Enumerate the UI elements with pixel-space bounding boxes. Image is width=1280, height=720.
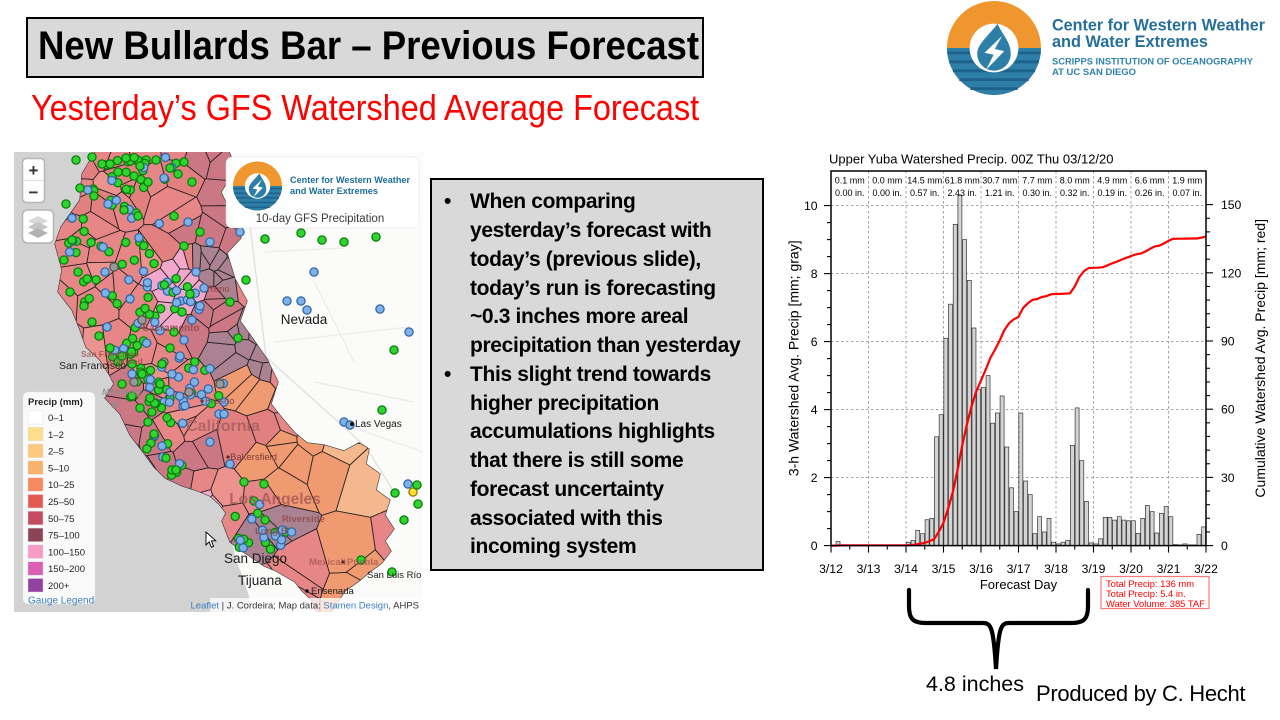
svg-text:7.7 mm: 7.7 mm	[1022, 176, 1052, 186]
svg-text:60: 60	[1221, 403, 1235, 417]
svg-text:30.7 mm: 30.7 mm	[982, 176, 1017, 186]
svg-text:0.57 in.: 0.57 in.	[910, 188, 940, 198]
svg-text:Long B: Long B	[255, 526, 288, 537]
svg-text:Nevada: Nevada	[281, 312, 328, 327]
svg-text:Reno: Reno	[207, 284, 230, 295]
svg-text:10: 10	[804, 199, 818, 213]
svg-text:0.00 in.: 0.00 in.	[835, 188, 865, 198]
svg-text:0.19 in.: 0.19 in.	[1097, 188, 1127, 198]
svg-text:3/13: 3/13	[857, 562, 881, 576]
svg-text:3/20: 3/20	[1119, 562, 1143, 576]
svg-text:1.9 mm: 1.9 mm	[1172, 176, 1202, 186]
svg-text:Forecast Day: Forecast Day	[980, 577, 1058, 592]
svg-text:6: 6	[811, 335, 818, 349]
svg-text:San Francisco: San Francisco	[59, 360, 126, 372]
svg-text:Leaflet | J. Cordeira; Map dat: Leaflet | J. Cordeira; Map data: Stamen …	[191, 601, 419, 612]
svg-text:150–200: 150–200	[48, 564, 85, 575]
svg-text:200+: 200+	[48, 581, 70, 592]
svg-text:61.8 mm: 61.8 mm	[945, 176, 980, 186]
svg-text:SCRIPPS INSTITUTION OF OCEANOG: SCRIPPS INSTITUTION OF OCEANOGRAPHY	[1052, 57, 1253, 67]
svg-text:Tijuana: Tijuana	[238, 573, 282, 588]
svg-text:0.26 in.: 0.26 in.	[1135, 188, 1165, 198]
svg-text:−: −	[29, 183, 39, 202]
svg-text:0.32 in.: 0.32 in.	[1060, 188, 1090, 198]
svg-text:75–100: 75–100	[48, 531, 80, 542]
svg-text:3/19: 3/19	[1082, 562, 1106, 576]
svg-text:0: 0	[1221, 539, 1228, 553]
svg-text:Total Precip: 5.4 in.: Total Precip: 5.4 in.	[1106, 588, 1186, 599]
svg-text:Monterey: Monterey	[102, 387, 143, 397]
svg-text:Fresno: Fresno	[205, 396, 235, 407]
svg-text:3/22: 3/22	[1194, 562, 1218, 576]
svg-text:Oakland: Oakland	[109, 356, 143, 366]
svg-text:0.1 mm: 0.1 mm	[835, 176, 865, 186]
svg-text:2.43 in.: 2.43 in.	[947, 188, 977, 198]
svg-text:2: 2	[811, 471, 818, 485]
svg-text:San Luis Río C: San Luis Río C	[367, 570, 423, 581]
svg-text:Bakersfield: Bakersfield	[230, 452, 277, 463]
svg-text:Center for Western Weather: Center for Western Weather	[290, 175, 410, 185]
svg-text:San Francisco: San Francisco	[81, 349, 139, 359]
svg-text:50–75: 50–75	[48, 514, 74, 525]
svg-text:and Water Extremes: and Water Extremes	[1052, 32, 1208, 51]
svg-text:1–2: 1–2	[48, 430, 64, 441]
svg-text:3/14: 3/14	[894, 562, 918, 576]
svg-text:Ensenada: Ensenada	[311, 586, 355, 597]
svg-text:120: 120	[1221, 266, 1242, 280]
svg-text:Los Angeles: Los Angeles	[229, 491, 321, 508]
svg-text:California: California	[186, 418, 260, 435]
svg-text:4: 4	[811, 403, 818, 417]
svg-text:6.6 mm: 6.6 mm	[1135, 176, 1165, 186]
svg-text:0: 0	[811, 539, 818, 553]
svg-text:1.21 in.: 1.21 in.	[985, 188, 1015, 198]
svg-text:100–150: 100–150	[48, 547, 85, 558]
svg-text:90: 90	[1221, 335, 1235, 349]
svg-text:0.07 in.: 0.07 in.	[1172, 188, 1202, 198]
svg-text:Mexicali: Mexicali	[309, 557, 346, 568]
svg-text:8: 8	[811, 267, 818, 281]
svg-text:0–1: 0–1	[48, 413, 64, 424]
svg-text:10-day GFS Precipitation: 10-day GFS Precipitation	[256, 213, 384, 225]
svg-text:Puebla: Puebla	[347, 557, 379, 568]
svg-text:2–5: 2–5	[48, 447, 64, 458]
svg-text:Riverside: Riverside	[282, 514, 325, 525]
svg-text:3/16: 3/16	[969, 562, 993, 576]
svg-text:10–25: 10–25	[48, 480, 74, 491]
svg-text:4.9 mm: 4.9 mm	[1097, 176, 1127, 186]
svg-text:150: 150	[1221, 198, 1242, 212]
svg-text:Sacramento: Sacramento	[142, 323, 199, 334]
svg-text:8.0 mm: 8.0 mm	[1060, 176, 1090, 186]
svg-text:3/15: 3/15	[932, 562, 956, 576]
svg-text:and Water Extremes: and Water Extremes	[290, 186, 378, 196]
svg-text:3/17: 3/17	[1007, 562, 1031, 576]
svg-text:0.0 mm: 0.0 mm	[872, 176, 902, 186]
svg-text:5–10: 5–10	[48, 463, 69, 474]
svg-text:3/21: 3/21	[1157, 562, 1181, 576]
svg-text:Precip (mm): Precip (mm)	[28, 397, 83, 408]
svg-text:Water Volume: 385 TAF: Water Volume: 385 TAF	[1106, 598, 1205, 609]
svg-text:3/18: 3/18	[1044, 562, 1068, 576]
svg-text:14.5 mm: 14.5 mm	[907, 176, 942, 186]
svg-text:0.00 in.: 0.00 in.	[872, 188, 902, 198]
svg-text:Las Vegas: Las Vegas	[355, 419, 402, 430]
svg-text:0.30 in.: 0.30 in.	[1022, 188, 1052, 198]
svg-text:Gauge Legend: Gauge Legend	[28, 595, 94, 606]
svg-text:3/12: 3/12	[819, 562, 843, 576]
svg-text:AT UC SAN DIEGO: AT UC SAN DIEGO	[1052, 67, 1136, 77]
svg-text:Upper Yuba Watershed Precip. 0: Upper Yuba Watershed Precip. 00Z Thu 03/…	[829, 152, 1114, 167]
svg-text:3-h Watershed Avg. Precip [mm;: 3-h Watershed Avg. Precip [mm; gray]	[786, 240, 802, 476]
svg-text:B.: B.	[112, 400, 121, 410]
svg-text:Total Precip: 136 mm: Total Precip: 136 mm	[1106, 578, 1194, 589]
svg-text:Center for Western Weather: Center for Western Weather	[1052, 16, 1265, 35]
svg-text:Cumulative Watershed Avg. Prec: Cumulative Watershed Avg. Precip [mm; re…	[1252, 219, 1268, 498]
svg-text:San Diego: San Diego	[224, 551, 287, 566]
svg-text:+: +	[29, 161, 39, 180]
svg-text:30: 30	[1221, 471, 1235, 485]
svg-text:25–50: 25–50	[48, 497, 74, 508]
